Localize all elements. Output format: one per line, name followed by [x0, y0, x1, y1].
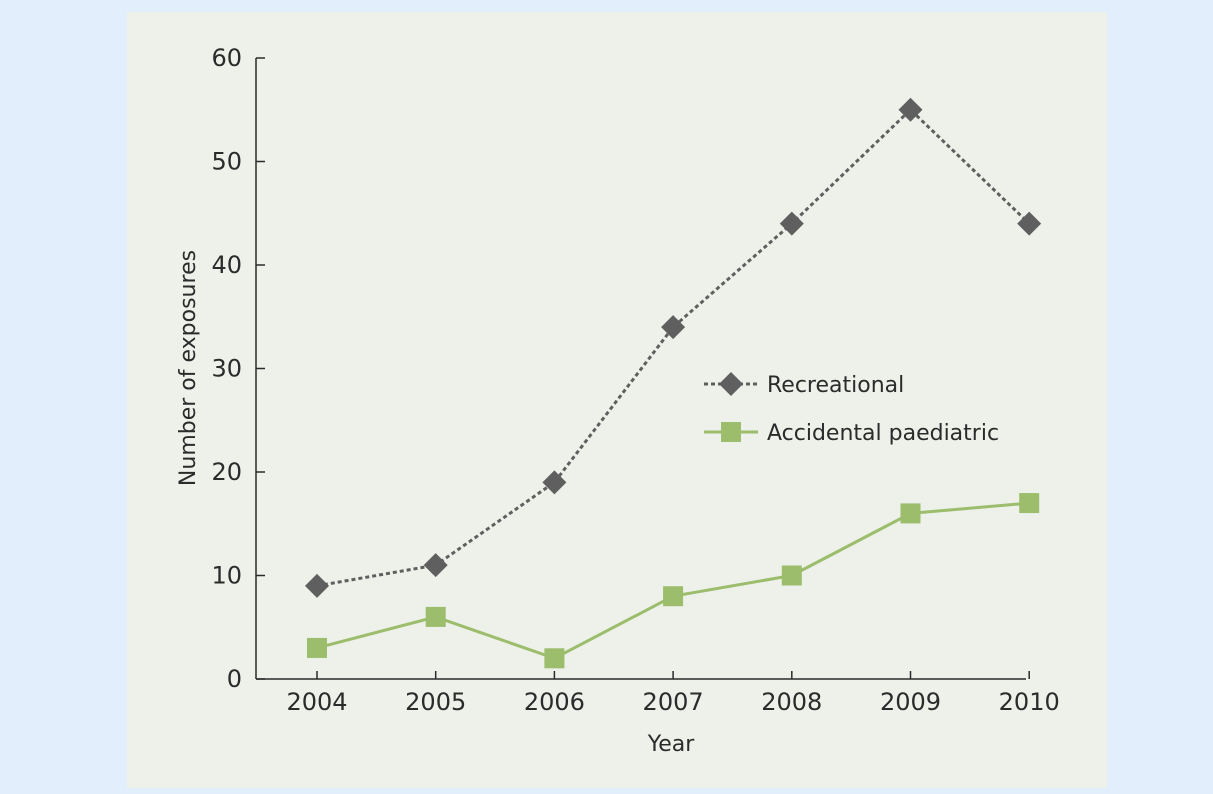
x-axis-title: Year: [647, 732, 696, 757]
axes: 0 10 20 30 40 50 60 2004 2005 2006 2007 2008 2009 201…: [211, 44, 1059, 716]
x-tick-label: 2006: [524, 688, 585, 716]
x-tick-label: 2008: [761, 688, 822, 716]
data-point-1-6: [1019, 493, 1040, 514]
data-point-0-4: [779, 211, 804, 236]
x-tick-label: 2009: [880, 688, 941, 716]
data-point-1-1: [425, 606, 446, 627]
x-tick-label: 2010: [999, 688, 1060, 716]
data-point-1-5: [900, 503, 921, 524]
series-line-1: [316, 501, 1030, 660]
y-axis-title: Number of exposures: [176, 250, 201, 486]
y-tick-label: 50: [211, 148, 242, 176]
data-point-1-4: [781, 565, 802, 586]
x-tick-label: 2007: [643, 688, 704, 716]
legend-label-1: Accidental paediatric: [767, 421, 999, 446]
y-tick-label: 40: [211, 251, 242, 279]
legend-marker-1: [721, 422, 741, 442]
legend-marker-0: [719, 372, 743, 396]
data-point-0-5: [898, 97, 923, 122]
y-tick-label: 0: [227, 665, 242, 693]
x-tick-label: 2004: [286, 688, 347, 716]
y-tick-label: 60: [211, 44, 242, 72]
series-lines: [316, 107, 1031, 660]
data-point-1-2: [544, 648, 565, 669]
y-tick-label: 30: [211, 355, 242, 383]
data-point-0-6: [1017, 211, 1042, 236]
y-tick-label: 10: [211, 562, 242, 590]
data-point-0-0: [305, 573, 329, 598]
data-point-0-2: [542, 470, 567, 495]
y-tick-label: 20: [211, 458, 242, 486]
legend-label-0: Recreational: [767, 373, 904, 398]
legend: Recreational Accidental paediatric: [704, 372, 999, 446]
series-markers: [305, 97, 1042, 669]
data-point-0-1: [423, 553, 448, 578]
x-tick-label: 2005: [405, 688, 466, 716]
data-point-0-3: [661, 315, 686, 340]
data-point-1-0: [307, 637, 327, 658]
data-point-1-3: [663, 586, 684, 607]
series-line-0: [316, 107, 1031, 588]
